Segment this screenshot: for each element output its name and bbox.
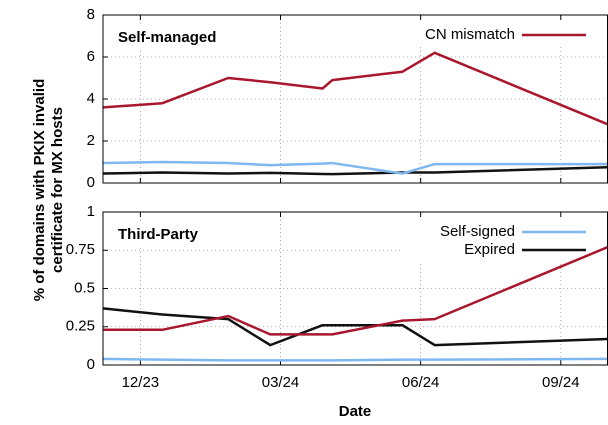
series-line [102, 307, 608, 347]
legend-box [400, 220, 607, 262]
y-tick-label: 0 [87, 174, 95, 191]
y-tick-label: 0 [87, 356, 95, 373]
legend-label: CN mismatch [425, 26, 515, 43]
x-tick-label: 06/24 [402, 374, 440, 391]
x-tick-label: 12/23 [122, 374, 160, 391]
title-bg [113, 222, 261, 248]
y-tick-label: 8 [87, 6, 95, 23]
x-tick-label: 03/24 [262, 374, 300, 391]
series-line [102, 166, 608, 176]
y-tick-label: 4 [87, 90, 95, 107]
series-line [102, 160, 608, 175]
y-tick-label: 0.5 [74, 279, 95, 296]
y-tick-label: 1 [87, 203, 95, 220]
panel-title: Third-Party [118, 226, 199, 243]
series-line [102, 51, 608, 126]
x-tick-label: 09/24 [542, 374, 580, 391]
y-axis-label: certificate for MX hosts [49, 107, 66, 273]
series-line [102, 357, 608, 362]
y-tick-label: 0.75 [66, 241, 95, 258]
legend-label: Expired [464, 241, 515, 258]
legend-label: Self-signed [440, 223, 515, 240]
x-axis-label: Date [339, 403, 372, 420]
y-axis-label: % of domains with PKIX invalid [31, 79, 48, 302]
title-bg [113, 25, 261, 51]
y-tick-label: 6 [87, 48, 95, 65]
y-tick-label: 0.25 [66, 318, 95, 335]
panel-title: Self-managed [118, 29, 216, 46]
series-line [103, 246, 608, 336]
y-tick-label: 2 [87, 132, 95, 149]
